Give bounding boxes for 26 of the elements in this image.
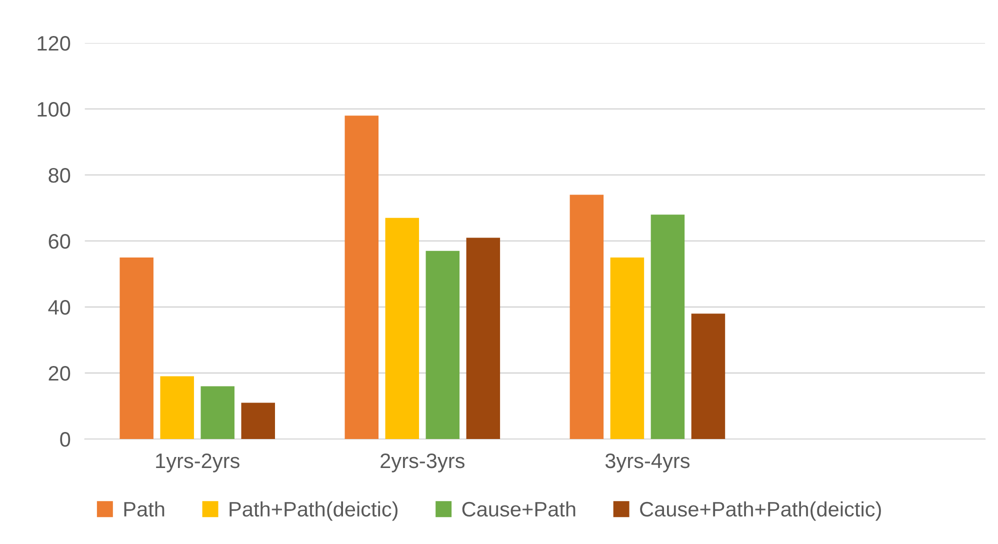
bar [160, 376, 194, 440]
x-tick-label: 1yrs-2yrs [156, 453, 240, 472]
bar [426, 250, 460, 440]
bar [120, 257, 154, 440]
y-tick-label: 60 [48, 234, 70, 249]
bar [691, 314, 726, 440]
y-tick-label: 40 [48, 300, 70, 315]
bar [344, 116, 379, 440]
bar [200, 386, 234, 440]
bar [385, 218, 420, 440]
bar [241, 402, 275, 440]
legend-label: Path [124, 501, 164, 517]
y-tick-label: 120 [38, 36, 70, 51]
x-tick-label: 2yrs-3yrs [380, 453, 464, 472]
bar [610, 257, 644, 440]
bar [466, 238, 500, 440]
y-tick-label: 80 [48, 168, 70, 183]
legend-label: Cause+Path [462, 501, 576, 517]
legend-label: Path+Path(deictic) [230, 501, 398, 521]
x-tick-label: 3yrs-4yrs [605, 453, 690, 472]
y-tick-label: 0 [60, 432, 70, 447]
bar [570, 194, 604, 440]
legend-label: Cause+Path+Path(deictic) [640, 501, 881, 521]
y-tick-label: 100 [38, 102, 70, 117]
bar [650, 214, 685, 440]
y-tick-label: 20 [48, 366, 70, 381]
